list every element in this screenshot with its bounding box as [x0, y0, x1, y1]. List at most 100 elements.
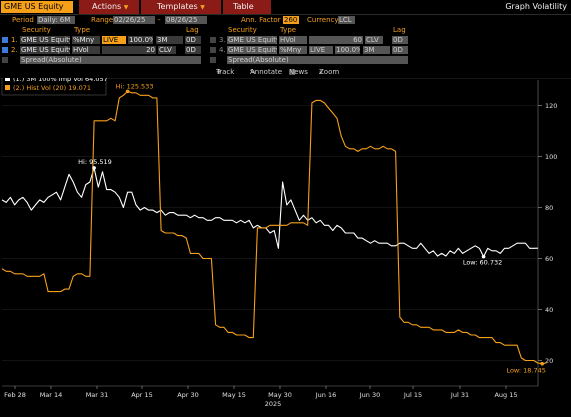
period-label: Period	[12, 16, 34, 24]
spread-row: Spread(Absolute) Spread(Absolute)	[0, 56, 571, 65]
top-bar: GME US Equity Actions ▼ Templates ▼ Tabl…	[0, 0, 571, 15]
x-tick-label: Jul 31	[450, 391, 469, 399]
y-tick-label: 120	[545, 102, 557, 110]
type-header: Type	[280, 26, 297, 34]
series-4-live[interactable]: LIVE	[309, 46, 333, 54]
series-number: 2.	[11, 46, 18, 54]
x-tick-label: Feb 28	[4, 391, 26, 399]
table-menu-label: Table	[233, 2, 254, 11]
legend-label: (2.) Hist Vol (20) 19.071	[13, 84, 91, 92]
templates-menu[interactable]: Templates ▼	[141, 0, 221, 14]
track-label: Track	[216, 68, 235, 76]
series-1-checkbox[interactable]	[2, 37, 8, 43]
series-1-term[interactable]: 3M	[156, 36, 183, 44]
series-4-checkbox[interactable]	[210, 47, 216, 53]
actions-menu[interactable]: Actions ▼	[79, 0, 139, 14]
series-3-lag[interactable]: 0D	[392, 36, 408, 44]
annotation-point	[481, 254, 486, 259]
series-2-lag[interactable]: 0D	[185, 46, 201, 54]
series-1-type[interactable]: %Mny	[72, 36, 100, 44]
x-tick-label: Jun 30	[359, 391, 381, 399]
y-tick-label: 40	[545, 306, 553, 314]
period-row: Period Daily: 6M Range 02/26/25 - 08/26/…	[0, 16, 571, 25]
series-2-basis[interactable]: CLV	[158, 46, 176, 54]
security-header: Security	[228, 26, 257, 34]
range-start-input[interactable]: 02/26/25	[113, 16, 155, 24]
zoom-icon: ⌕	[319, 68, 323, 76]
lag-header: Lag	[186, 26, 199, 34]
series-number: 1.	[11, 36, 18, 44]
series-3-checkbox[interactable]	[210, 37, 216, 43]
series-1-moneyness[interactable]: 100.0%	[128, 36, 153, 44]
y-tick-label: 100	[545, 153, 557, 161]
type-header: Type	[74, 26, 91, 34]
x-tick-label: May 15	[222, 391, 246, 399]
legend-label: (1.) 3M 100% Imp Vol 64.057	[13, 78, 108, 83]
series-row-1-3: 1. GME US Equity %Mny LIVE 100.0% 3M 0D …	[0, 36, 571, 45]
actions-menu-label: Actions	[92, 2, 122, 11]
series-3-type[interactable]: HVol	[279, 36, 307, 44]
zoom-label: Zoom	[319, 68, 340, 76]
series-2-period[interactable]: 20	[102, 46, 156, 54]
series-4-type[interactable]: %Mny	[279, 46, 307, 54]
legend-swatch	[5, 85, 10, 90]
series-1-live[interactable]: LIVE	[102, 36, 126, 44]
table-menu[interactable]: Table	[223, 0, 271, 14]
spread-1-select[interactable]: Spread(Absolute)	[20, 56, 201, 64]
x-tick-label: Mar 31	[86, 391, 109, 399]
ann-factor-label: Ann. Factor	[241, 16, 281, 24]
annotation-label: Hi: 95.519	[78, 158, 112, 166]
x-year-label: 2025	[265, 400, 282, 408]
series-3-basis[interactable]: CLV	[365, 36, 383, 44]
series-4-term[interactable]: 3M	[363, 46, 390, 54]
volatility-chart[interactable]: 20 40 60 80 100 120 Feb 28 Mar 14 Mar 31 Apr 15 A…	[0, 78, 571, 408]
series-header-row: Security Type Lag Security Type Lag	[0, 26, 571, 35]
spread-1-checkbox[interactable]	[2, 57, 8, 63]
annotation-point	[540, 361, 544, 366]
series-2-checkbox[interactable]	[2, 47, 8, 53]
templates-menu-label: Templates	[157, 2, 198, 11]
series-4-security[interactable]: GME US Equity	[227, 46, 277, 54]
y-tick-label: 20	[545, 357, 553, 365]
news-icon: ▤	[289, 68, 296, 76]
legend-swatch	[5, 78, 10, 81]
spread-2-checkbox[interactable]	[210, 57, 216, 63]
currency-input[interactable]: LCL	[338, 16, 355, 24]
series-4-moneyness[interactable]: 100.0%	[335, 46, 360, 54]
spread-2-select[interactable]: Spread(Absolute)	[227, 56, 408, 64]
range-label: Range	[91, 16, 114, 24]
x-tick-label: Jun 16	[315, 391, 337, 399]
series-1-lag[interactable]: 0D	[185, 36, 201, 44]
x-tick-label: Jul 15	[403, 391, 422, 399]
security-ticker[interactable]: GME US Equity	[1, 1, 73, 13]
series-3-period[interactable]: 60	[309, 36, 363, 44]
period-select[interactable]: Daily: 6M	[37, 16, 75, 24]
series-line-2	[1, 90, 547, 365]
annotation-point	[125, 89, 130, 94]
function-title: Graph Volatility	[505, 2, 567, 11]
x-tick-label: Aug 15	[494, 391, 517, 399]
chevron-down-icon: ▼	[200, 4, 205, 11]
series-2-type[interactable]: HVol	[72, 46, 100, 54]
series-4-lag[interactable]: 0D	[392, 46, 408, 54]
series-3-security[interactable]: GME US Equity	[227, 36, 277, 44]
series-row-2-4: 2. GME US Equity HVol 20 CLV 0D 4. GME U…	[0, 46, 571, 55]
legend-box	[1, 78, 107, 96]
lag-header: Lag	[393, 26, 406, 34]
currency-label: Currency	[307, 16, 339, 24]
y-tick-label: 80	[545, 204, 553, 212]
x-tick-label: Apr 30	[177, 391, 199, 399]
series-line-1	[1, 167, 539, 258]
chart-toolbar: + Track ✎ Annotate ▤ News ⌕ Zoom	[0, 68, 571, 77]
series-1-security[interactable]: GME US Equity	[20, 36, 70, 44]
series-2-security[interactable]: GME US Equity	[20, 46, 70, 54]
annotation-label: Low: 18.745	[506, 367, 545, 375]
series-number: 4.	[219, 46, 226, 54]
annotation-point	[92, 166, 96, 170]
x-tick-label: May 30	[268, 391, 292, 399]
ann-factor-input[interactable]: 260	[283, 16, 299, 24]
range-separator: -	[158, 16, 161, 24]
annotation-label: Hi: 125.533	[116, 82, 154, 90]
range-end-input[interactable]: 08/26/25	[165, 16, 207, 24]
track-icon: +	[216, 68, 222, 76]
